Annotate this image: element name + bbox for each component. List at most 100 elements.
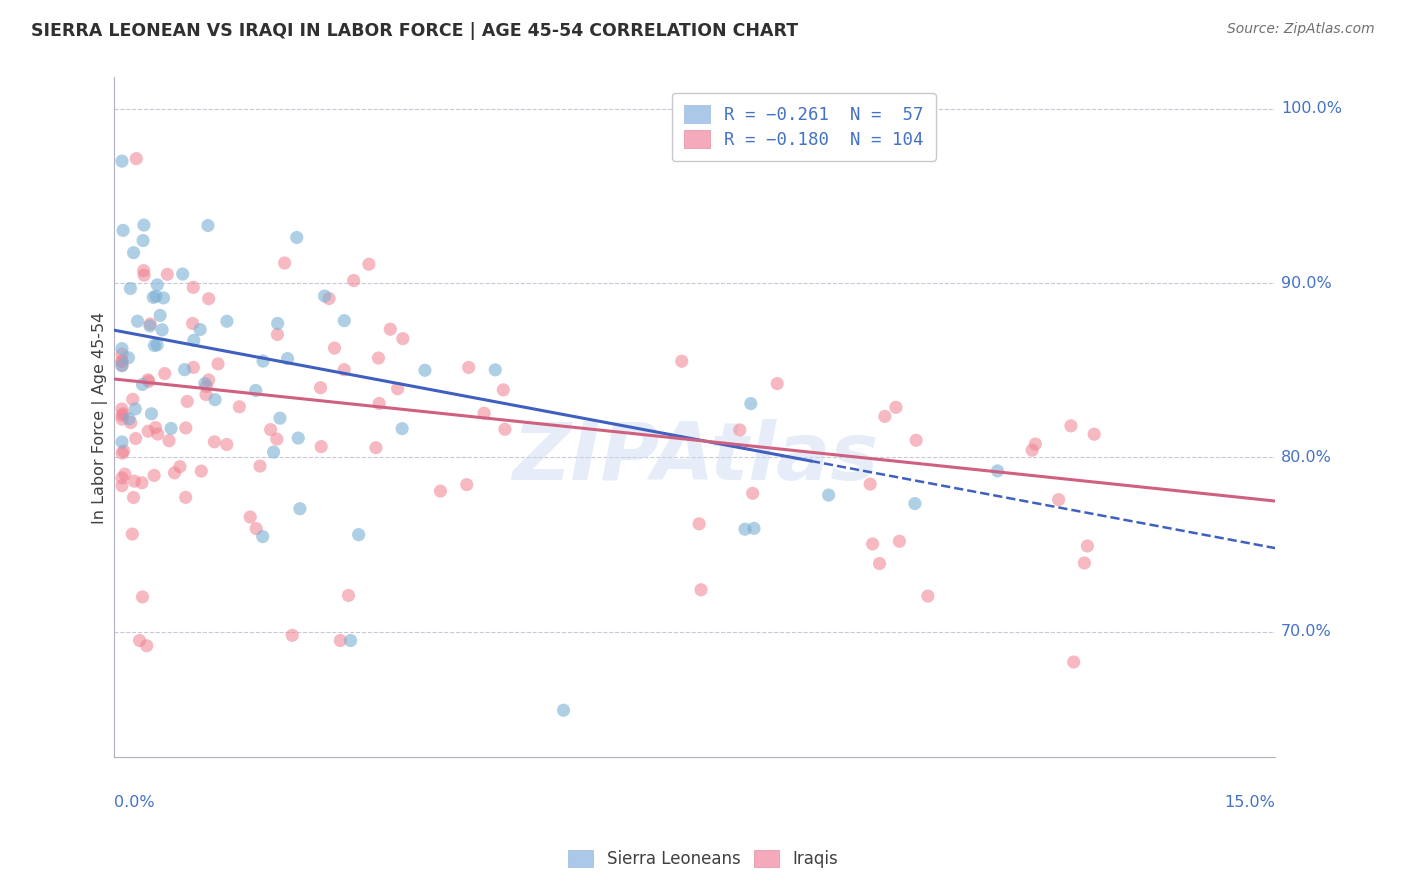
Point: [143, 468, 166, 483]
Point: [873, 409, 896, 424]
Point: [766, 376, 789, 391]
Point: [117, 351, 139, 365]
Point: [141, 407, 163, 421]
Point: [111, 435, 134, 450]
Point: [124, 474, 146, 488]
Point: [456, 477, 478, 491]
Point: [734, 522, 756, 536]
Point: [152, 291, 174, 305]
Point: [134, 268, 156, 282]
Point: [484, 363, 506, 377]
Point: [337, 589, 360, 603]
Point: [862, 537, 884, 551]
Point: [143, 338, 166, 352]
Point: [121, 392, 143, 407]
Point: [553, 703, 575, 717]
Point: [277, 351, 299, 366]
Point: [156, 268, 179, 282]
Point: [252, 530, 274, 544]
Point: [392, 332, 415, 346]
Point: [111, 347, 134, 361]
Point: [139, 317, 162, 331]
Point: [138, 375, 160, 389]
Point: [1073, 556, 1095, 570]
Point: [917, 589, 939, 603]
Point: [263, 445, 285, 459]
Point: [817, 488, 839, 502]
Point: [1083, 427, 1105, 442]
Point: [195, 379, 218, 393]
Point: [380, 322, 402, 336]
Point: [204, 392, 226, 407]
Point: [146, 427, 169, 442]
Point: [183, 360, 205, 375]
Point: [160, 421, 183, 435]
Point: [176, 394, 198, 409]
Point: [172, 267, 194, 281]
Point: [494, 422, 516, 436]
Point: [111, 401, 134, 416]
Point: [269, 411, 291, 425]
Point: [252, 354, 274, 368]
Point: [1021, 443, 1043, 458]
Point: [131, 475, 153, 490]
Legend: R = −0.261  N =  57, R = −0.180  N = 104: R = −0.261 N = 57, R = −0.180 N = 104: [672, 93, 936, 161]
Point: [1024, 437, 1046, 451]
Point: [472, 406, 495, 420]
Point: [333, 314, 356, 328]
Point: [120, 281, 142, 295]
Point: [884, 401, 907, 415]
Point: [111, 342, 134, 356]
Point: [239, 510, 262, 524]
Point: [149, 309, 172, 323]
Point: [288, 501, 311, 516]
Point: [245, 384, 267, 398]
Point: [197, 219, 219, 233]
Point: [125, 432, 148, 446]
Point: [742, 521, 765, 535]
Point: [314, 289, 336, 303]
Point: [128, 633, 150, 648]
Text: 80.0%: 80.0%: [1281, 450, 1331, 465]
Point: [132, 218, 155, 232]
Point: [391, 422, 413, 436]
Y-axis label: In Labor Force | Age 45-54: In Labor Force | Age 45-54: [93, 311, 108, 524]
Point: [121, 527, 143, 541]
Text: 70.0%: 70.0%: [1281, 624, 1331, 640]
Point: [1047, 492, 1070, 507]
Point: [114, 467, 136, 482]
Point: [197, 373, 219, 387]
Point: [228, 400, 250, 414]
Point: [120, 416, 142, 430]
Point: [215, 437, 238, 451]
Point: [339, 633, 361, 648]
Text: 0.0%: 0.0%: [114, 795, 155, 810]
Point: [111, 359, 134, 373]
Point: [131, 590, 153, 604]
Point: [740, 396, 762, 410]
Point: [174, 491, 197, 505]
Point: [197, 292, 219, 306]
Text: Source: ZipAtlas.com: Source: ZipAtlas.com: [1227, 22, 1375, 37]
Point: [132, 263, 155, 277]
Point: [174, 421, 197, 435]
Point: [343, 273, 366, 287]
Text: 100.0%: 100.0%: [1281, 102, 1343, 116]
Point: [215, 314, 238, 328]
Point: [986, 464, 1008, 478]
Point: [309, 381, 332, 395]
Point: [111, 479, 134, 493]
Point: [111, 154, 134, 169]
Point: [125, 152, 148, 166]
Point: [111, 354, 134, 368]
Point: [889, 534, 911, 549]
Point: [869, 557, 891, 571]
Point: [367, 351, 389, 365]
Point: [111, 359, 134, 373]
Point: [136, 424, 159, 438]
Point: [124, 401, 146, 416]
Point: [163, 466, 186, 480]
Point: [112, 444, 135, 458]
Point: [1060, 418, 1083, 433]
Point: [285, 230, 308, 244]
